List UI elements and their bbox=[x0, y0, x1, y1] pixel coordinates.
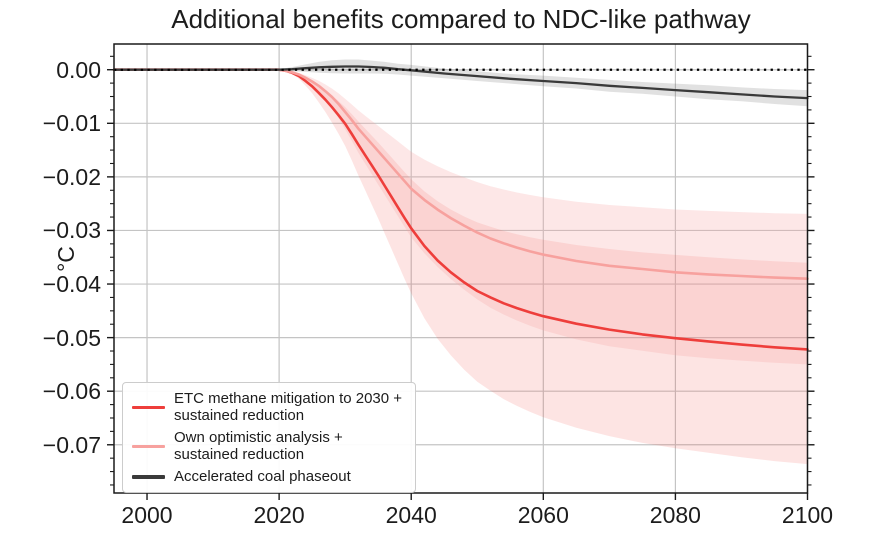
x-tick-label-2100: 2100 bbox=[781, 502, 834, 528]
y-tick-label-−0.06: −0.06 bbox=[42, 378, 101, 405]
x-tick-label-2040: 2040 bbox=[385, 502, 437, 528]
y-tick-label-−0.05: −0.05 bbox=[42, 324, 101, 351]
x-tick-label-2080: 2080 bbox=[649, 502, 701, 528]
legend-swatch-etc-methane bbox=[132, 405, 165, 409]
legend-label-coal-phaseout: Accelerated coal phaseout bbox=[174, 468, 351, 486]
x-tick-label-2060: 2060 bbox=[517, 502, 569, 528]
legend: ETC methane mitigation to 2030 + sustain… bbox=[122, 382, 416, 494]
uncertainty-band-0 bbox=[114, 69, 808, 465]
legend-label-etc-methane: ETC methane mitigation to 2030 + sustain… bbox=[174, 390, 403, 425]
y-tick-label-−0.04: −0.04 bbox=[42, 271, 101, 298]
legend-item-etc-methane: ETC methane mitigation to 2030 + sustain… bbox=[132, 390, 407, 424]
plot-frame bbox=[113, 43, 809, 494]
legend-swatch-own-optimistic bbox=[132, 444, 165, 448]
uncertainty-band-2 bbox=[114, 59, 808, 107]
y-tick-label-−0.01: −0.01 bbox=[42, 110, 101, 137]
series-line-1 bbox=[112, 68, 809, 280]
x-tick-label-2000: 2000 bbox=[121, 502, 173, 528]
y-tick-label-−0.07: −0.07 bbox=[42, 431, 101, 458]
legend-item-own-optimistic: Own optimistic analysis + sustained redu… bbox=[132, 429, 407, 463]
y-tick-label-−0.02: −0.02 bbox=[42, 163, 101, 190]
legend-item-coal-phaseout: Accelerated coal phaseout bbox=[132, 468, 407, 485]
chart-title: Additional benefits compared to NDC-like… bbox=[171, 4, 751, 34]
y-tick-label-−0.03: −0.03 bbox=[42, 217, 101, 244]
legend-swatch-coal-phaseout bbox=[132, 475, 165, 479]
uncertainty-band-1 bbox=[114, 69, 808, 365]
legend-label-own-optimistic: Own optimistic analysis + sustained redu… bbox=[174, 429, 343, 464]
y-tick-label-0.00: 0.00 bbox=[56, 56, 101, 83]
x-tick-label-2020: 2020 bbox=[253, 502, 305, 528]
